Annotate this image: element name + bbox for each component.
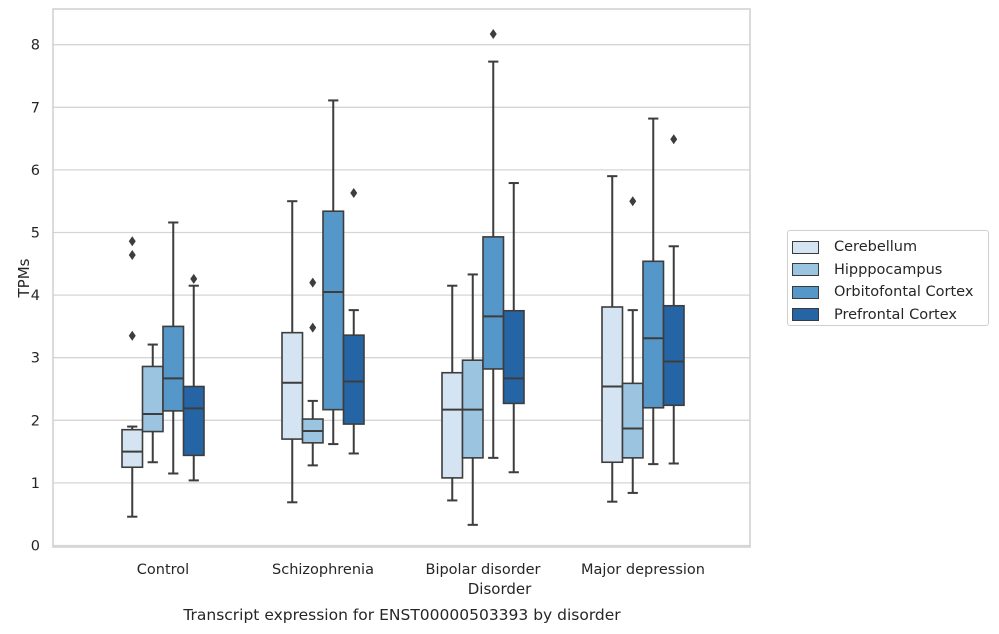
y-tick-label: 7: [31, 100, 40, 116]
x-tick-label: Schizophrenia: [272, 562, 374, 578]
legend-swatch: [792, 308, 819, 322]
box-iqr: [342, 334, 365, 425]
box-iqr: [322, 210, 345, 411]
legend-label: Prefrontal Cortex: [834, 306, 957, 323]
y-tick-labels: 0 1 2 3 4 5 6 7 8: [31, 38, 40, 555]
y-tick-label: 5: [31, 226, 40, 242]
y-axis-title: TPMs: [15, 239, 33, 298]
outlier-point: [350, 188, 358, 199]
y-tick-label: 4: [31, 288, 40, 304]
y-tick-label: 8: [31, 38, 40, 54]
box-orbitofontal-cortex-3: [642, 117, 665, 466]
x-axis-title: Disorder: [467, 580, 532, 598]
x-tick-label: Control: [137, 562, 189, 578]
box-iqr: [141, 365, 164, 433]
legend-swatch: [792, 240, 819, 254]
box-iqr: [121, 428, 144, 469]
box-cerebellum-1: [281, 200, 304, 504]
box-iqr: [281, 331, 304, 440]
chart-caption: Transcript expression for ENST0000050339…: [183, 606, 621, 624]
box-iqr: [162, 325, 185, 412]
outlier-point: [128, 250, 136, 261]
box-orbitofontal-cortex-0: [162, 221, 185, 475]
box-hipppocampus-1: [301, 277, 324, 467]
outlier-point: [309, 322, 317, 333]
y-tick-label: 2: [31, 413, 40, 429]
x-tick-label: Bipolar disorder: [426, 562, 541, 578]
legend-item-prefrontal-cortex: Prefrontal Cortex: [792, 304, 982, 327]
box-cerebellum-3: [601, 175, 624, 503]
outlier-point: [190, 273, 198, 284]
legend-swatch: [792, 263, 819, 277]
y-tick-label: 0: [31, 539, 40, 555]
outlier-point: [128, 330, 136, 341]
legend-swatch: [792, 285, 819, 299]
legend-label: Orbitofontal Cortex: [834, 284, 974, 301]
box-plot-marks: [121, 29, 685, 526]
box-prefrontal-cortex-1: [342, 188, 365, 455]
box-iqr: [601, 306, 624, 464]
outlier-point: [489, 29, 497, 40]
box-iqr: [502, 309, 525, 405]
y-tick-label: 6: [31, 163, 40, 179]
legend-item-cerebellum: Cerebellum: [792, 236, 982, 259]
outlier-point: [309, 277, 317, 288]
box-orbitofontal-cortex-2: [482, 29, 505, 459]
box-prefrontal-cortex-0: [182, 273, 205, 482]
legend: Cerebellum Hipppocampus Orbitofontal Cor…: [787, 230, 989, 326]
box-orbitofontal-cortex-1: [322, 99, 345, 446]
box-prefrontal-cortex-2: [502, 182, 525, 474]
box-hipppocampus-3: [621, 196, 644, 494]
box-hipppocampus-0: [141, 343, 164, 464]
box-iqr: [642, 260, 665, 409]
x-tick-labels: Control Schizophrenia Bipolar disorder Majo…: [137, 562, 705, 578]
box-iqr: [662, 304, 685, 407]
box-prefrontal-cortex-3: [662, 134, 685, 465]
legend-item-hippocampus: Hipppocampus: [792, 259, 982, 282]
box-cerebellum-0: [121, 236, 144, 518]
box-iqr: [482, 236, 505, 370]
outlier-point: [670, 134, 678, 145]
plot-frame: [52, 8, 751, 548]
outlier-point: [128, 236, 136, 247]
box-iqr: [441, 371, 464, 479]
box-iqr: [621, 382, 644, 459]
legend-item-orbitofrontal-cortex: Orbitofontal Cortex: [792, 281, 982, 304]
box-hipppocampus-2: [461, 273, 484, 526]
box-cerebellum-2: [441, 284, 464, 502]
legend-label: Cerebellum: [834, 239, 918, 256]
legend-label: Hipppocampus: [834, 261, 943, 278]
y-tick-label: 1: [31, 476, 40, 492]
y-tick-label: 3: [31, 351, 40, 367]
outlier-point: [629, 196, 637, 207]
box-iqr: [182, 385, 205, 457]
x-tick-label: Major depression: [581, 562, 705, 578]
y-axis-title-text: TPMs: [15, 258, 33, 298]
